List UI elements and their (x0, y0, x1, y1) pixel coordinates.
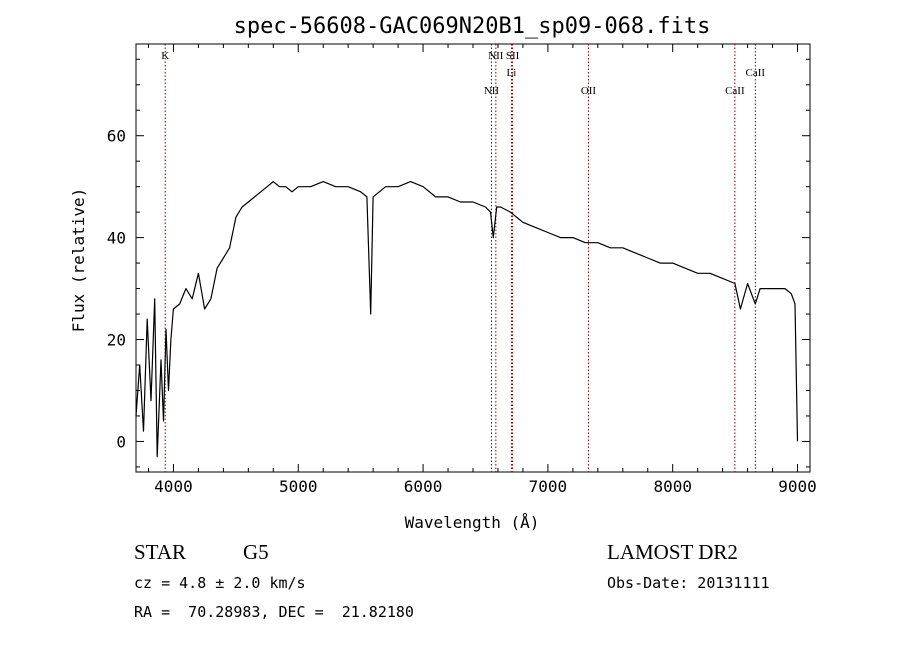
feature-label: OII (581, 85, 597, 97)
x-tick-label: 8000 (653, 477, 692, 496)
feature-label: Li (507, 67, 517, 79)
x-tick-label: 5000 (279, 477, 318, 496)
x-tick-label: 6000 (404, 477, 443, 496)
object-class-label: STAR (134, 540, 186, 564)
y-tick-label: 0 (116, 432, 126, 451)
feature-label: K (161, 50, 169, 62)
chart-title: spec-56608-GAC069N20B1_sp09-068.fits (234, 14, 711, 39)
feature-label: NII (488, 50, 504, 62)
y-tick-label: 20 (107, 331, 126, 350)
y-tick-label: 40 (107, 229, 126, 248)
feature-label: CaII (746, 67, 766, 79)
plot-frame (135, 43, 811, 473)
feature-label: SII (506, 50, 520, 62)
x-tick-label: 7000 (529, 477, 568, 496)
spectrum-line (135, 181, 799, 458)
x-axis-label: Wavelength (Å) (405, 513, 540, 532)
feature-label: NII (484, 85, 500, 97)
redshift-label: cz = 4.8 ± 2.0 km/s (134, 574, 306, 592)
subclass-label: G5 (243, 540, 269, 564)
coordinates-label: RA = 70.28983, DEC = 21.82180 (134, 603, 414, 621)
survey-label: LAMOST DR2 (607, 540, 738, 564)
x-tick-label: 4000 (154, 477, 193, 496)
y-tick-label: 60 (107, 127, 126, 146)
x-tick-label: 9000 (778, 477, 817, 496)
y-axis-label: Flux (relative) (69, 188, 88, 333)
obs-date-label: Obs-Date: 20131111 (607, 574, 770, 592)
feature-label: CaII (725, 85, 745, 97)
